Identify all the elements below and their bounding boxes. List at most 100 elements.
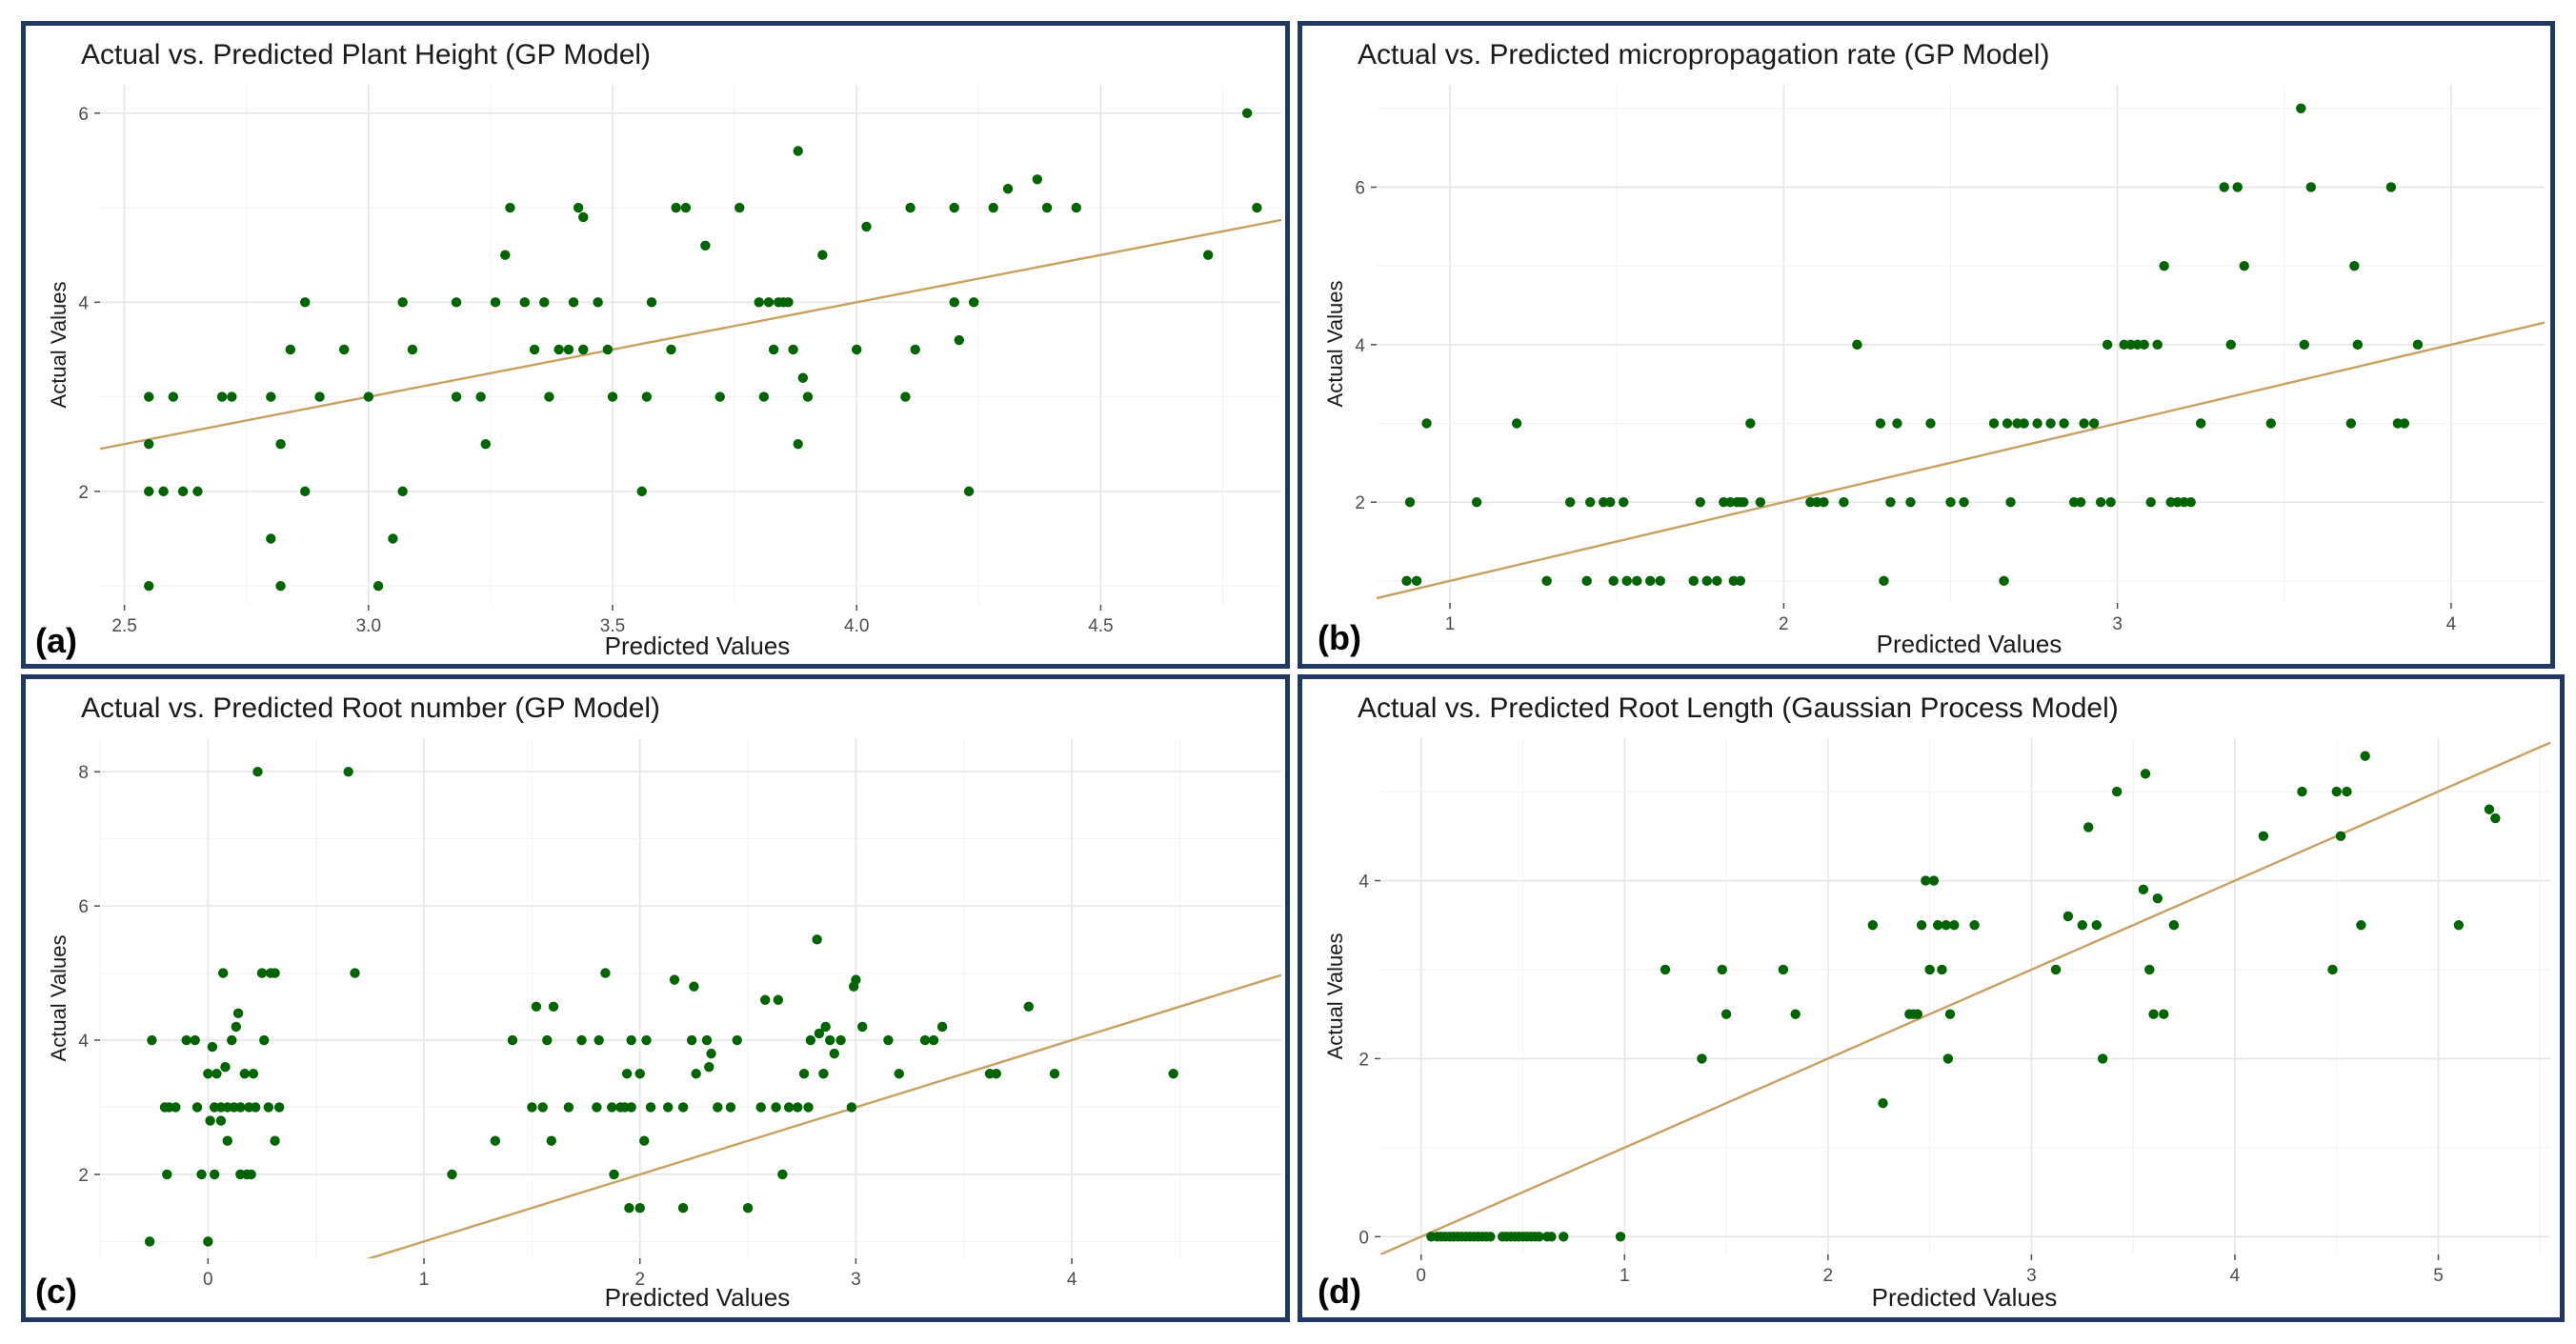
data-point: [626, 1102, 636, 1113]
data-point: [742, 1202, 754, 1214]
x-tick-label: 2: [1823, 1266, 1834, 1286]
data-point: [2152, 339, 2163, 351]
data-point: [573, 202, 584, 213]
data-point: [2225, 339, 2236, 351]
data-point: [1697, 1053, 1707, 1064]
data-point: [817, 250, 828, 260]
data-point: [1541, 575, 1552, 587]
x-axis-label: Predicted Values: [605, 632, 791, 660]
y-axis-label: Actual Values: [1323, 281, 1347, 408]
data-point: [490, 1135, 501, 1146]
data-point: [1002, 184, 1014, 194]
data-point: [2335, 831, 2346, 841]
data-point: [239, 1069, 251, 1079]
data-point: [763, 297, 775, 308]
x-axis-label: Predicted Values: [1877, 630, 2063, 658]
data-point: [1879, 575, 1889, 587]
data-point: [2050, 964, 2062, 975]
data-point: [246, 1169, 256, 1180]
data-point: [2168, 920, 2180, 931]
data-point: [1401, 575, 1412, 587]
data-point: [1041, 202, 1053, 213]
x-tick-label: 3.5: [600, 616, 625, 636]
data-point: [2490, 812, 2501, 824]
data-point: [235, 1102, 246, 1113]
data-point: [2297, 786, 2307, 797]
data-point: [2299, 339, 2309, 351]
data-point: [537, 1102, 548, 1113]
data-point: [270, 1135, 280, 1146]
data-point: [783, 297, 794, 308]
data-point: [451, 391, 462, 402]
x-tick-label: 1: [1445, 614, 1456, 634]
data-point: [771, 1102, 781, 1113]
data-point: [300, 297, 311, 308]
data-point: [1921, 875, 1931, 886]
data-point: [1621, 575, 1632, 587]
panel-a: 2.5 3.0 3.5 4.0 4.5 2 4 6 Actual vs. Predicted P…: [21, 21, 1290, 669]
data-point: [1745, 418, 1756, 429]
data-point: [777, 1169, 788, 1180]
data-point: [2002, 418, 2013, 429]
data-point: [1717, 964, 1727, 975]
data-point: [1404, 496, 1416, 508]
y-tick-label: 8: [78, 763, 89, 783]
data-point: [662, 1102, 674, 1113]
data-point: [600, 968, 611, 978]
data-point: [624, 1202, 634, 1214]
data-point: [2219, 182, 2229, 192]
data-point: [1941, 920, 1951, 931]
data-point: [706, 1048, 716, 1059]
data-point: [300, 486, 311, 497]
data-point: [714, 391, 725, 402]
data-point: [259, 1034, 270, 1046]
data-point: [2152, 893, 2163, 904]
data-point: [1721, 1009, 1732, 1019]
data-point: [669, 974, 680, 985]
data-point: [177, 486, 189, 497]
data-point: [507, 1034, 518, 1046]
data-point: [2399, 418, 2410, 429]
data-point: [144, 391, 154, 402]
data-point: [894, 1069, 904, 1079]
data-point: [814, 1028, 825, 1039]
data-point: [1924, 964, 1935, 975]
y-axis-label: Actual Values: [47, 282, 70, 409]
data-point: [857, 1021, 868, 1033]
data-point: [593, 297, 603, 308]
data-point: [1608, 575, 1619, 587]
fit-line: [100, 218, 1281, 451]
data-point: [1944, 1009, 1956, 1019]
y-axis-label: Actual Values: [47, 935, 70, 1062]
data-point: [701, 1034, 713, 1046]
data-point: [1942, 1053, 1954, 1064]
data-point: [954, 334, 965, 346]
data-point: [2005, 496, 2016, 508]
data-point: [798, 1069, 810, 1079]
data-point: [626, 1034, 636, 1046]
y-tick-label: 6: [1355, 178, 1365, 198]
data-point: [851, 974, 861, 985]
data-point: [1202, 250, 1214, 260]
data-point: [773, 994, 784, 1005]
data-point: [793, 439, 803, 450]
y-tick-label: 2: [1358, 1050, 1369, 1070]
data-point: [519, 297, 530, 308]
data-point: [407, 344, 418, 355]
data-point: [2145, 496, 2156, 508]
data-point: [147, 1034, 157, 1046]
data-point: [1564, 496, 1576, 508]
data-point: [553, 344, 564, 355]
data-point: [2232, 182, 2243, 192]
chart-b: 1 2 3 4 2 4 6 Actual vs. Predicted micropropaga…: [1318, 39, 2545, 658]
data-point: [910, 344, 920, 355]
data-point: [338, 344, 350, 355]
data-point: [1660, 964, 1671, 975]
data-point: [350, 968, 360, 978]
data-point: [594, 1034, 604, 1046]
data-point: [639, 1135, 650, 1146]
data-point: [2327, 964, 2338, 975]
data-point: [919, 1034, 931, 1046]
data-point: [686, 1034, 697, 1046]
panel-label: (a): [35, 621, 77, 660]
